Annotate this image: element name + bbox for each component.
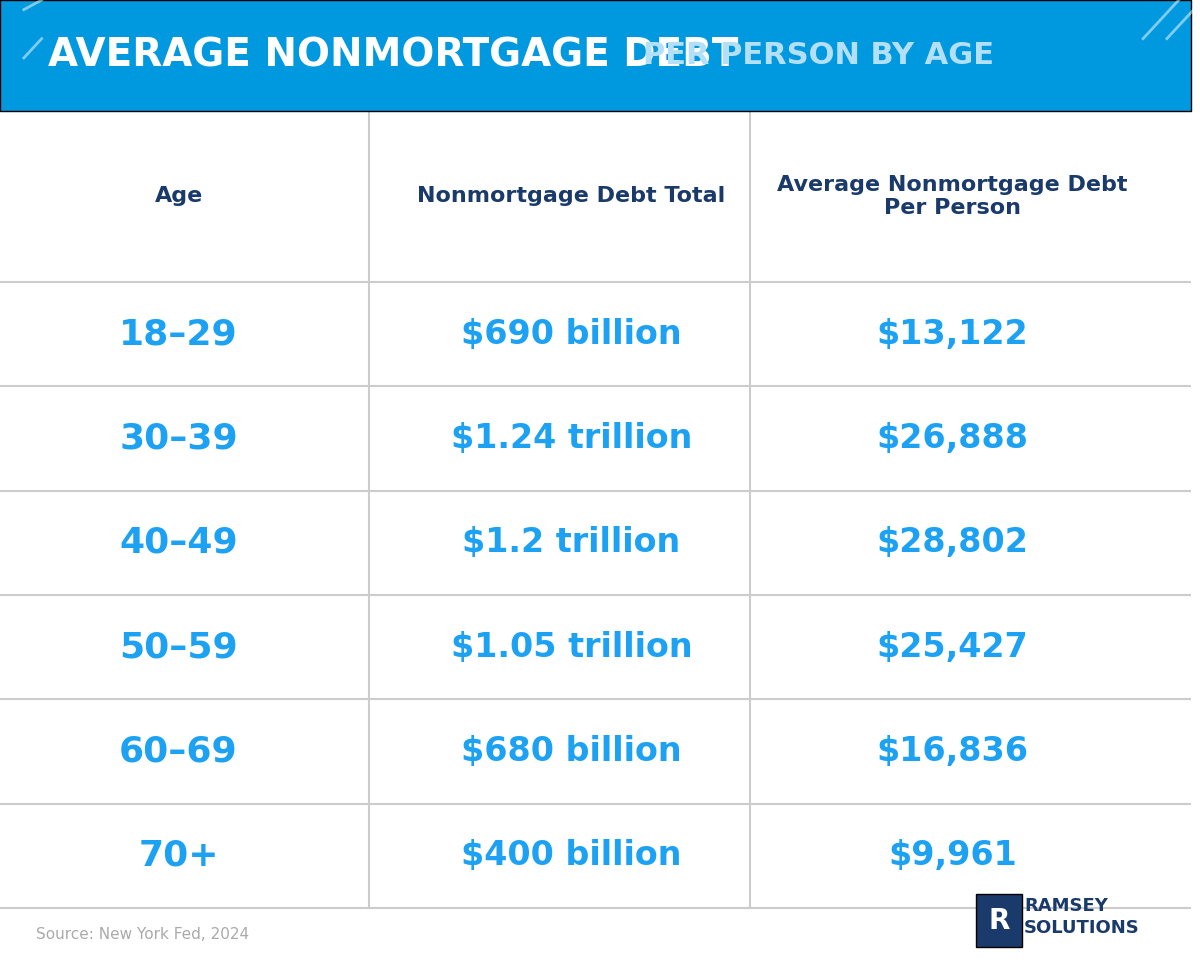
Text: 50–59: 50–59 xyxy=(119,630,238,665)
FancyBboxPatch shape xyxy=(0,0,1190,111)
Text: $1.24 trillion: $1.24 trillion xyxy=(451,422,692,455)
Text: R: R xyxy=(989,907,1009,934)
Text: $1.05 trillion: $1.05 trillion xyxy=(451,631,692,664)
Text: Source: New York Fed, 2024: Source: New York Fed, 2024 xyxy=(36,926,248,942)
Text: RAMSEY
SOLUTIONS: RAMSEY SOLUTIONS xyxy=(1024,896,1140,937)
Text: $400 billion: $400 billion xyxy=(461,839,682,872)
Text: Age: Age xyxy=(155,186,203,207)
Text: 70+: 70+ xyxy=(138,838,218,873)
Text: $690 billion: $690 billion xyxy=(461,318,682,351)
Text: 30–39: 30–39 xyxy=(119,421,238,455)
Text: Average Nonmortgage Debt
Per Person: Average Nonmortgage Debt Per Person xyxy=(778,175,1128,218)
Text: $16,836: $16,836 xyxy=(876,735,1028,768)
Text: 60–69: 60–69 xyxy=(119,734,238,769)
Text: AVERAGE NONMORTGAGE DEBT: AVERAGE NONMORTGAGE DEBT xyxy=(48,37,738,74)
Text: $25,427: $25,427 xyxy=(877,631,1028,664)
Text: Nonmortgage Debt Total: Nonmortgage Debt Total xyxy=(418,186,726,207)
Text: $680 billion: $680 billion xyxy=(461,735,682,768)
Text: PER PERSON BY AGE: PER PERSON BY AGE xyxy=(643,41,994,71)
Text: $13,122: $13,122 xyxy=(877,318,1028,351)
Text: 40–49: 40–49 xyxy=(119,526,238,559)
Text: $26,888: $26,888 xyxy=(876,422,1028,455)
FancyBboxPatch shape xyxy=(977,894,1021,947)
Text: 18–29: 18–29 xyxy=(119,317,238,351)
Text: $28,802: $28,802 xyxy=(877,526,1028,559)
Text: $1.2 trillion: $1.2 trillion xyxy=(462,526,680,559)
Text: $9,961: $9,961 xyxy=(888,839,1016,872)
